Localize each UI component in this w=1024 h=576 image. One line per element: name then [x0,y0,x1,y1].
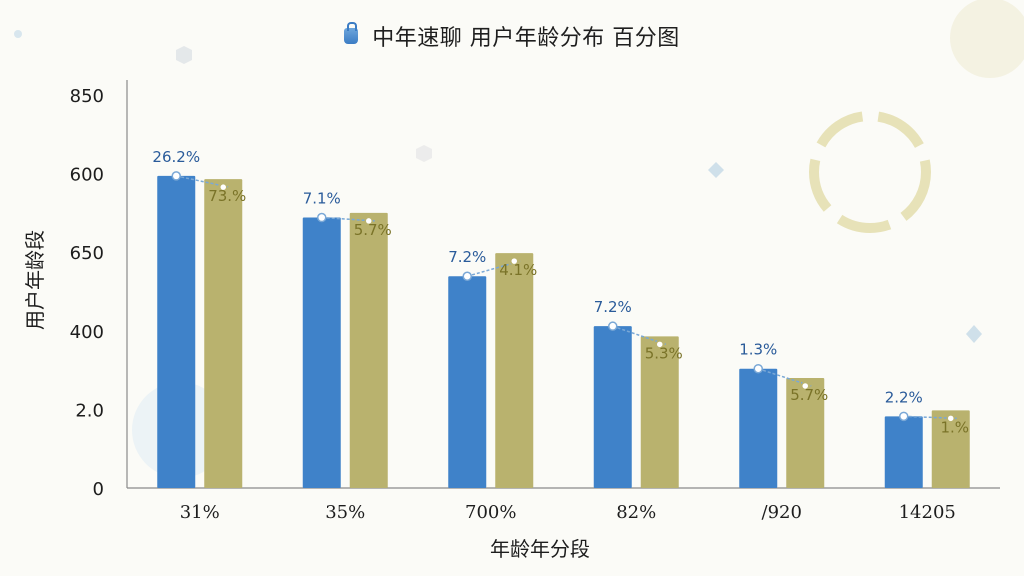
x-tick-label: 35% [325,502,365,523]
data-label-series-b: 5.3% [645,344,683,362]
connector-line [903,415,957,420]
connector-line [321,216,375,222]
bars: 26.2% 73.% 7.1% 5.7% 7.2% 4.1% 7.2% 5.3% 1.3% 5.7… [152,148,970,489]
marker-point [899,411,909,422]
bar-series-a [157,175,196,489]
x-ticks: 31% 35% 700% 82% /920 14205 [180,502,956,523]
y-ticks: 850 600 650 400 2.0 0 [70,86,104,500]
background-decorations [14,0,1024,478]
bar-series-a [448,276,487,488]
y-axis-title: 用户年龄段 [23,230,47,330]
marker-point [608,321,618,331]
y-tick-label: 0 [93,479,104,500]
marker-point [317,212,327,223]
data-label-series-a: 7.2% [448,248,486,266]
data-label-series-a: 7.2% [594,298,632,316]
x-axis-title: 年龄年分段 [490,537,590,561]
y-tick-label: 400 [70,322,104,343]
data-label-series-b: 1.% [940,418,969,436]
bar-series-a [302,217,341,488]
marker-point [171,171,181,181]
marker-point [462,271,472,281]
data-label-series-b: 5.7% [790,386,828,404]
data-label-series-b: 5.7% [354,221,392,239]
x-tick-label: 82% [616,502,656,523]
y-tick-label: 650 [70,243,104,264]
bar-series-b [786,377,825,488]
y-tick-label: 850 [70,86,104,107]
x-tick-label: 31% [180,502,220,523]
x-tick-label: 700% [465,502,516,523]
shopping-bag-icon [344,22,359,44]
marker-point [219,182,228,192]
data-label-series-b: 73.% [208,187,246,205]
bar-series-b [349,212,388,488]
marker-point [753,363,763,374]
y-tick-label: 2.0 [75,400,104,421]
bar-series-a [884,416,923,488]
marker-point [946,414,955,423]
x-tick-label: /920 [762,502,802,523]
data-label-series-a: 26.2% [152,148,200,166]
bar-series-a [593,326,632,488]
data-label-series-a: 2.2% [885,388,923,406]
marker-point [801,381,810,391]
bar-series-b [204,179,243,488]
marker-point [510,256,519,266]
x-tick-label: 14205 [899,502,956,523]
title-bar: 中年速聊 用户年龄分布 百分图 [0,20,1024,52]
data-label-series-b: 4.1% [499,261,537,279]
bar-series-b [931,410,970,488]
data-label-series-a: 7.1% [303,190,341,208]
bar-series-a [739,368,778,488]
data-label-series-a: 1.3% [739,341,777,359]
bar-series-b [640,336,679,488]
y-tick-label: 600 [70,165,104,186]
marker-point [364,216,373,226]
bar-series-b [495,253,534,488]
marker-point [655,340,664,349]
chart-title: 中年速聊 用户年龄分布 百分图 [372,26,680,51]
